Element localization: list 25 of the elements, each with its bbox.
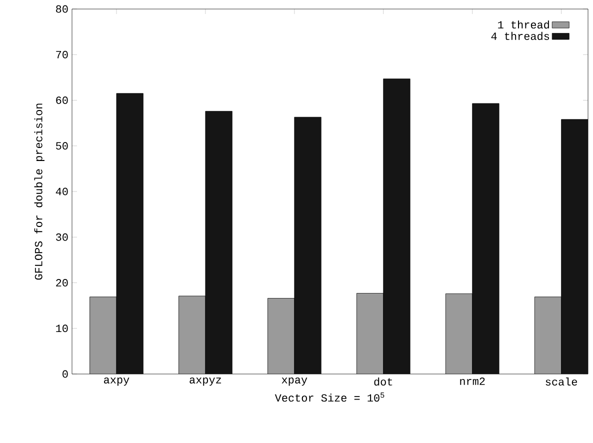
bar [445, 294, 473, 374]
y-tick-label: 80 [56, 5, 68, 13]
x-tick-label: axpyz [190, 378, 222, 386]
x-tick-label: dot [374, 378, 392, 386]
y-tick-label: 50 [56, 142, 68, 150]
x-tick-label: nrm2 [460, 378, 485, 385]
y-tick-label: 60 [56, 96, 68, 104]
bar [356, 293, 384, 374]
bar [534, 296, 562, 374]
x-axis-title: Vector Size = 10$^{5}$ [274, 392, 384, 402]
bar [90, 296, 117, 374]
x-tick-label: axpy [104, 378, 130, 386]
y-tick-label: 10 [56, 324, 68, 332]
x-tick-label: xpay [282, 378, 308, 386]
x-tick-label: scale [546, 378, 578, 386]
y-tick-label: 40 [56, 188, 68, 196]
bar [178, 296, 206, 374]
y-tick-label: 30 [56, 233, 68, 241]
legend-label: 1 thread [498, 20, 549, 29]
y-tick-label: 70 [56, 50, 68, 58]
y-tick-label: 20 [56, 279, 68, 286]
y-tick-label: 0 [62, 370, 68, 378]
legend-label: 4 threads [491, 32, 550, 40]
y-axis-title: GFLOPS for double precision [34, 104, 44, 280]
bar [268, 298, 295, 374]
